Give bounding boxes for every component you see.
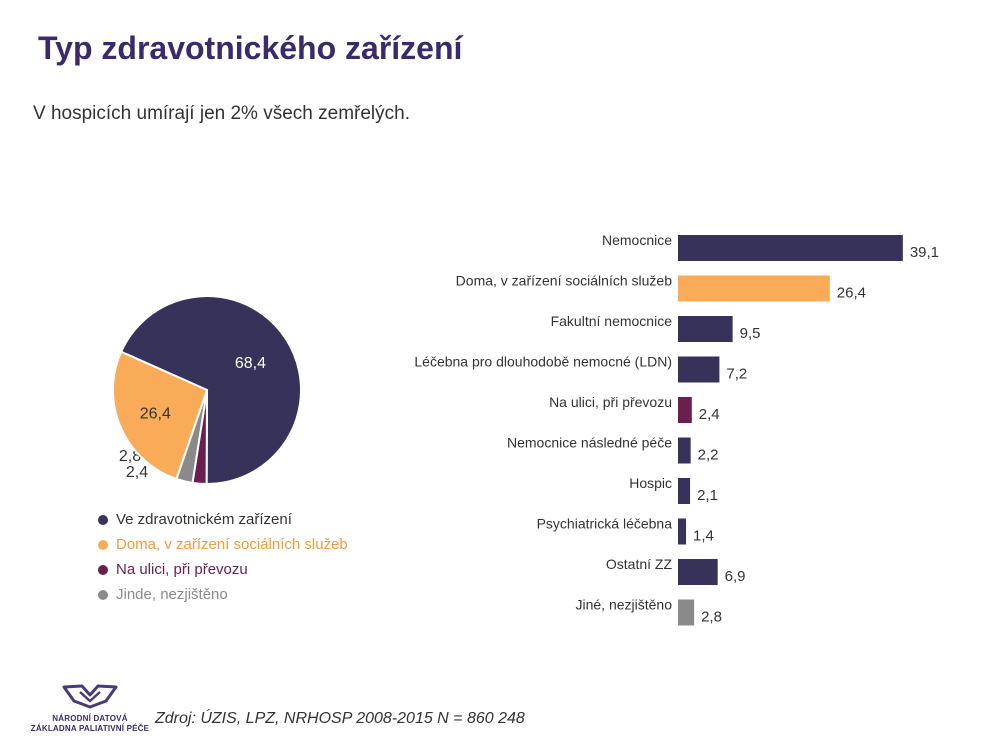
bar-category-label: Nemocnice následné péče [507,435,672,451]
legend-item: Ve zdravotnickém zařízení [98,507,348,532]
logo-icon [62,684,118,709]
bar [678,559,718,585]
bar-value-label: 1,4 [693,528,714,545]
pie-slice-label: 26,4 [140,406,171,423]
pie-slice [112,350,209,481]
bar [678,478,691,504]
legend-item: Jinde, nezjištěno [98,582,348,607]
pie-legend: Ve zdravotnickém zařízení Doma, v zařízen… [98,507,348,607]
bar-value-label: 7,2 [726,366,747,383]
bar-chart: Nemocnice 39,1 Doma, v zařízení sociálních… [414,232,939,626]
logo: NÁRODNÍ DATOVÁ ZÁKLADNA PALIATIVNÍ PÉČE [30,683,150,734]
bar [678,397,692,423]
bar-value-label: 9,5 [740,325,761,342]
bar-value-label: 6,9 [725,568,746,585]
bar-value-label: 2,2 [698,447,719,464]
bar [678,316,733,342]
bar-category-label: Léčebna pro dlouhodobě nemocné (LDN) [414,354,672,370]
legend-swatch [98,539,108,550]
legend-label: Ve zdravotnickém zařízení [116,511,292,528]
bar [678,437,691,464]
pie-slice [119,295,302,485]
bar [678,275,830,302]
legend-item: Na ulici, při převozu [98,557,348,582]
page-subtitle: V hospicích umírají jen 2% všech zemřelý… [33,103,410,124]
pie-slice-label: 2,4 [126,464,148,481]
bar-category-label: Psychiatrická léčebna [537,516,673,532]
bar [678,599,695,626]
bar [678,356,720,383]
bar [678,518,687,545]
bar-value-label: 39,1 [910,244,939,261]
bar-value-label: 2,4 [699,406,720,423]
bar-value-label: 2,8 [701,609,722,626]
legend-swatch [98,564,108,575]
legend-label: Doma, v zařízení sociálních služeb [116,536,348,553]
bar-value-label: 26,4 [837,285,866,302]
logo-line-1: NÁRODNÍ DATOVÁ [52,714,128,723]
bar-category-label: Doma, v zařízení sociálních služeb [456,273,673,289]
bar-category-label: Hospic [629,475,672,491]
bar-value-label: 2,1 [697,487,718,504]
pie-slice-label: 68,4 [235,355,266,372]
legend-label: Na ulici, při převozu [116,561,248,578]
bar-category-label: Jiné, nezjištěno [575,597,672,613]
legend-label: Jinde, nezjištěno [116,586,228,603]
bar-category-label: Na ulici, při převozu [549,394,672,410]
legend-swatch [98,589,108,600]
bar-category-label: Fakultní nemocnice [551,313,673,329]
pie-chart: 68,42,42,826,4 [112,295,302,486]
source-note: Zdroj: ÚZIS, LPZ, NRHOSP 2008-2015 N = 8… [155,710,525,727]
bar-category-label: Nemocnice [602,232,672,248]
legend-item: Doma, v zařízení sociálních služeb [98,532,348,557]
logo-line-2: ZÁKLADNA PALIATIVNÍ PÉČE [30,724,150,733]
bar-category-label: Ostatní ZZ [606,556,673,572]
legend-swatch [98,514,108,525]
bar [678,235,903,261]
page-title: Typ zdravotnického zařízení [38,30,463,66]
